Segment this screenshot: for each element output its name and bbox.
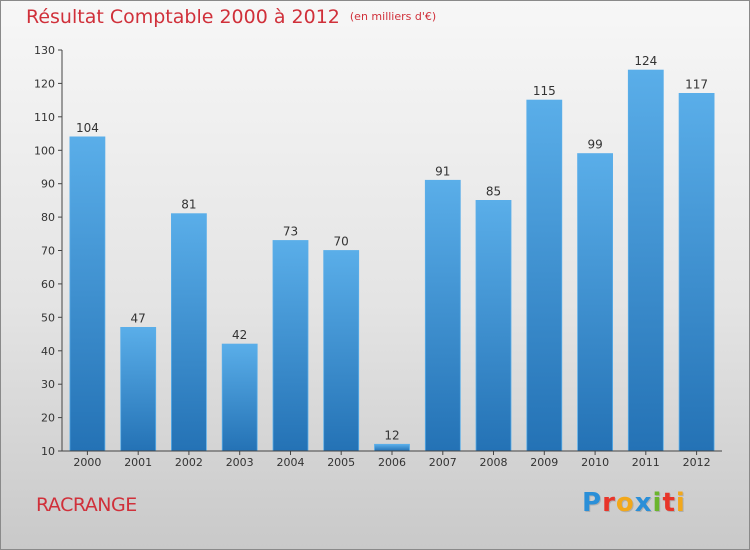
bar-2003 (221, 343, 258, 452)
data-label-2004: 73 (283, 225, 298, 239)
bar-2008 (475, 199, 512, 452)
data-label-2003: 42 (232, 328, 247, 342)
data-label-2001: 47 (131, 311, 146, 325)
bar-2012 (678, 93, 715, 452)
data-label-2012: 117 (685, 77, 708, 91)
commune-name: RACRANGE (36, 494, 137, 516)
x-tick-label-2007: 2007 (429, 456, 457, 469)
logo-letter-2: o (615, 488, 635, 518)
x-tick-label-2001: 2001 (124, 456, 152, 469)
y-tick-label-60: 60 (41, 278, 55, 291)
data-label-2006: 12 (384, 428, 399, 442)
x-tick-label-2003: 2003 (226, 456, 254, 469)
bar-2004 (272, 240, 309, 452)
bar-2005 (323, 250, 360, 452)
logo-letter-6: i (675, 488, 686, 518)
bars-group: 104 47 81 42 73 70 12 91 85 115 99 124 117 (69, 54, 715, 452)
bar-2009 (526, 99, 563, 452)
data-label-2000: 104 (76, 121, 99, 135)
y-tick-label-90: 90 (41, 178, 55, 191)
data-label-2005: 70 (334, 235, 349, 249)
x-tick-label-2008: 2008 (480, 456, 508, 469)
data-label-2009: 115 (533, 84, 556, 98)
chart-title: Résultat Comptable 2000 à 2012 (en millie… (26, 6, 436, 28)
y-tick-label-30: 30 (41, 378, 55, 391)
x-tick-label-2002: 2002 (175, 456, 203, 469)
x-tick-label-2010: 2010 (581, 456, 609, 469)
x-tick-label-2011: 2011 (632, 456, 660, 469)
y-tick-label-20: 20 (41, 412, 55, 425)
y-tick-label-70: 70 (41, 245, 55, 258)
x-tick-label-2006: 2006 (378, 456, 406, 469)
y-tick-label-40: 40 (41, 345, 55, 358)
y-tick-label-110: 110 (34, 111, 55, 124)
axes-group: 2000 2001 2002 2003 2004 2005 2006 2007 2008 2009… (34, 44, 722, 469)
logo-letter-0: P (582, 488, 603, 518)
x-tick-label-2012: 2012 (683, 456, 711, 469)
data-label-2002: 81 (181, 198, 196, 212)
data-label-2010: 99 (587, 138, 602, 152)
data-label-2008: 85 (486, 184, 501, 198)
bar-2007 (424, 179, 461, 452)
y-tick-label-100: 100 (34, 144, 55, 157)
bar-2011 (627, 69, 664, 452)
chart-title-text: Résultat Comptable 2000 à 2012 (26, 6, 340, 28)
x-tick-label-2000: 2000 (73, 456, 101, 469)
chart-subtitle: (en milliers d'€) (349, 10, 437, 23)
x-tick-label-2004: 2004 (277, 456, 305, 469)
bar-2001 (120, 326, 157, 452)
x-tick-label-2009: 2009 (530, 456, 558, 469)
y-tick-label-50: 50 (41, 311, 55, 324)
y-tick-label-120: 120 (34, 77, 55, 90)
y-tick-label-10: 10 (41, 445, 55, 458)
data-label-2011: 124 (634, 54, 657, 68)
x-tick-label-2005: 2005 (327, 456, 355, 469)
proxiti-logo[interactable]: Proxiti (582, 488, 686, 518)
bar-2010 (577, 153, 613, 452)
bar-2002 (170, 213, 207, 452)
y-tick-label-130: 130 (34, 44, 55, 57)
y-tick-label-80: 80 (41, 211, 55, 224)
data-label-2007: 91 (435, 164, 450, 178)
bar-2000 (69, 136, 106, 452)
logo-letter-4: i (652, 488, 663, 518)
logo-letter-1: r (602, 488, 616, 518)
logo-letter-3: x (634, 488, 653, 518)
bar-2006 (374, 443, 410, 452)
logo-letter-5: t (662, 488, 676, 518)
